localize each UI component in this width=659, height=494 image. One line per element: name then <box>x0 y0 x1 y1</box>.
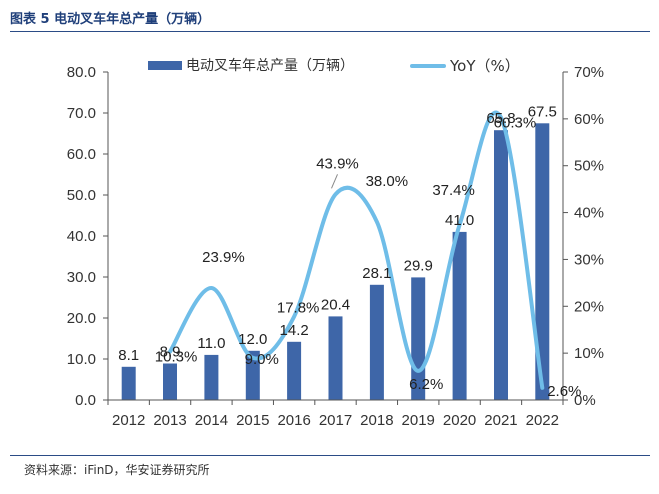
data-labels: 8.1 8.9 11.0 12.0 14.2 20.4 28.1 29.9 41.0 65.8 67… <box>118 103 581 400</box>
y-right-tick-label: 30% <box>574 251 604 268</box>
yoy-value-label: 43.9% <box>316 155 359 172</box>
legend-bar-label: 电动叉车年总产量（万辆） <box>186 57 354 74</box>
bar-2013 <box>163 363 177 400</box>
bar-value-label: 8.1 <box>118 347 139 364</box>
y-left-tick-label: 60.0 <box>67 146 96 163</box>
footer-divider <box>10 455 650 456</box>
y-left-tick-label: 50.0 <box>67 187 96 204</box>
y-left-tick-label: 80.0 <box>67 64 96 81</box>
yoy-value-label: 60.3% <box>494 114 537 131</box>
x-tick-label: 2012 <box>112 412 145 429</box>
y-right-tick-label: 60% <box>574 111 604 128</box>
y-left-tick-label: 70.0 <box>67 105 96 122</box>
y-left-tick-label: 0.0 <box>75 392 96 409</box>
bar-value-label: 8.9 <box>160 344 181 361</box>
y-right-tick-label: 70% <box>574 64 604 81</box>
yoy-value-label: 37.4% <box>432 182 475 199</box>
bar-2015 <box>245 350 260 400</box>
x-tick-label: 2016 <box>277 412 310 429</box>
x-tick-label: 2022 <box>526 412 559 429</box>
bar-value-label: 28.1 <box>362 265 391 282</box>
x-tick-label: 2021 <box>484 412 517 429</box>
yoy-value-label: 10.3% <box>155 349 198 366</box>
legend-bar-swatch <box>148 61 182 70</box>
bar-2021 <box>494 130 508 400</box>
y-left-tick-label: 10.0 <box>67 351 96 368</box>
y-left-tick-label: 40.0 <box>67 228 96 245</box>
bar-value-label: 65.8 <box>486 110 515 127</box>
y-left-tick-label: 30.0 <box>67 269 96 286</box>
yoy-label-leader <box>331 174 338 189</box>
title-divider <box>10 31 650 32</box>
legend-line-label: YoY（%） <box>449 57 520 75</box>
x-tick-label: 2017 <box>319 412 352 429</box>
x-tick-label: 2020 <box>443 412 476 429</box>
x-tick-label: 2018 <box>360 412 393 429</box>
x-tick-label: 2014 <box>195 412 228 429</box>
bar-value-label: 29.9 <box>404 257 433 274</box>
bar-value-label: 14.2 <box>280 322 309 339</box>
bar-2017 <box>328 316 343 400</box>
bar-2018 <box>369 284 384 400</box>
axes: 0.0 10.0 20.0 30.0 40.0 50.0 60.0 70.0 80.0 0% 10%… <box>67 64 604 429</box>
bar-value-label: 67.5 <box>528 103 557 120</box>
legend: 电动叉车年总产量（万辆） YoY（%） <box>148 57 520 75</box>
bar-value-label: 20.4 <box>321 296 350 313</box>
bar-2016 <box>287 341 302 400</box>
bar-2012 <box>121 366 136 400</box>
x-tick-label: 2013 <box>153 412 186 429</box>
x-tick-label: 2015 <box>236 412 269 429</box>
bar-2020 <box>452 231 467 400</box>
yoy-line <box>168 110 545 390</box>
yoy-value-label: 6.2% <box>409 376 443 393</box>
y-right-tick-label: 20% <box>574 298 604 315</box>
yoy-value-label: 9.0% <box>245 351 279 368</box>
y-right-tick-label: 0% <box>574 392 596 409</box>
bar-2022 <box>535 123 550 401</box>
y-right-tick-label: 40% <box>574 205 604 222</box>
yoy-value-label: 2.6% <box>547 383 581 400</box>
bar-value-label: 41.0 <box>445 212 474 229</box>
yoy-value-label: 17.8% <box>277 300 320 317</box>
bar-2014 <box>204 354 219 400</box>
yoy-value-label: 38.0% <box>366 173 409 190</box>
yoy-line-series <box>168 110 545 390</box>
yoy-value-label: 23.9% <box>202 249 245 266</box>
chart-title: 图表 5 电动叉车年总产量（万辆） <box>10 12 211 27</box>
bar-value-label: 11.0 <box>197 335 225 352</box>
y-right-tick-label: 10% <box>574 345 604 362</box>
x-tick-label: 2019 <box>402 412 435 429</box>
y-left-tick-label: 20.0 <box>67 310 96 327</box>
bar-value-label: 12.0 <box>238 331 267 348</box>
y-right-tick-label: 50% <box>574 158 604 175</box>
source-note: 资料来源：iFinD，华安证券研究所 <box>24 463 210 477</box>
bar-series <box>121 123 550 401</box>
